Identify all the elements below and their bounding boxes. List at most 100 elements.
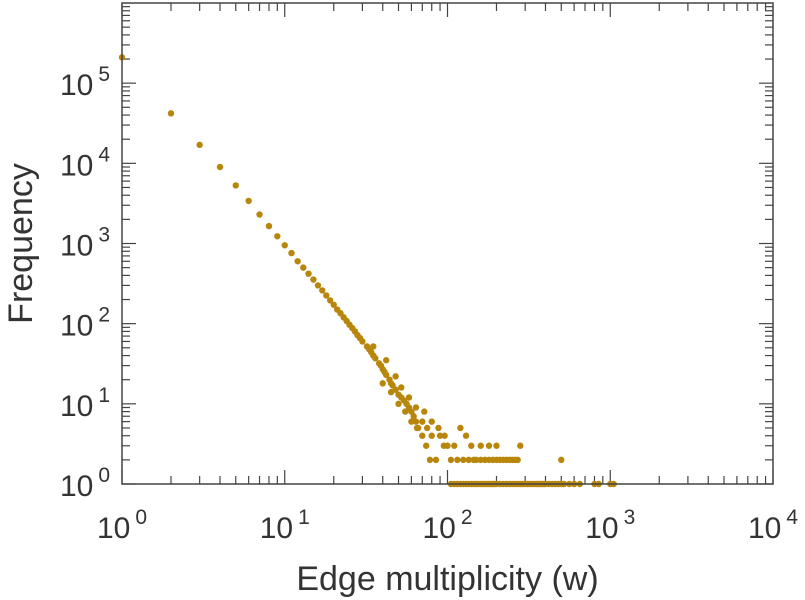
y-tick-label: 10 2 [60,304,110,343]
data-point [379,380,386,387]
data-point [413,424,421,432]
y-tick-label-base: 10 [60,390,93,423]
data-point [314,282,322,289]
data-point [245,197,252,205]
x-axis-title: Edge multiplicity (w) [296,560,598,598]
data-point [408,418,415,425]
data-point [451,442,458,449]
data-point [281,242,288,249]
data-points [118,54,617,488]
data-point [426,456,434,464]
data-point [441,432,448,439]
data-point [493,442,500,449]
x-tick-label: 10 4 [748,506,798,545]
y-tick-label-exponent: 4 [98,143,110,166]
data-point [319,287,326,294]
data-point [514,456,521,464]
data-point [265,222,273,230]
data-point [444,442,451,449]
data-point [517,442,524,449]
y-tick-label-exponent: 2 [98,304,110,327]
data-point [428,418,435,425]
data-point [370,343,377,350]
data-point [428,432,435,439]
x-tick-label: 10 3 [585,506,635,545]
data-point [310,276,317,283]
data-point [412,418,420,425]
data-point [435,424,442,432]
data-point [412,404,420,411]
data-point [558,456,565,464]
y-tick-label: 10 5 [60,63,110,102]
data-point [300,264,307,271]
y-tick-label: 10 1 [60,384,110,423]
data-point [274,233,281,240]
y-tick-label-base: 10 [60,230,93,263]
y-tick-label-exponent: 3 [98,224,110,247]
data-point [447,456,455,464]
x-tick-label-base: 10 [422,512,455,545]
data-point [454,456,461,464]
data-point [468,442,475,449]
data-point [457,424,464,432]
data-point [387,388,395,396]
y-tick-label: 10 3 [60,224,110,263]
data-point [305,270,312,277]
data-point [372,355,379,362]
x-tick-label-exponent: 1 [298,506,310,529]
data-point [392,373,399,380]
data-point [359,338,366,345]
data-point [460,456,467,464]
data-point [419,418,426,425]
data-point [256,211,263,218]
y-tick-label-base: 10 [60,149,93,182]
data-point [485,442,493,449]
y-tick-label-exponent: 0 [98,464,110,487]
x-tick-label-exponent: 2 [461,506,473,529]
data-point [477,442,484,449]
x-tick-label-base: 10 [585,512,618,545]
data-point [216,163,224,171]
plot-frame [121,2,774,485]
x-tick-label-base: 10 [260,512,293,545]
x-tick-label-exponent: 3 [624,506,636,529]
y-axis-title: Frequency [2,163,40,324]
data-point [382,371,390,379]
data-point [405,394,413,401]
data-point [423,442,430,449]
x-tick-label: 10 2 [422,506,472,545]
data-point [196,141,203,149]
x-tick-label: 10 1 [260,506,310,545]
data-point [436,432,444,439]
data-point [421,408,428,415]
x-tick-label: 10 0 [97,506,147,545]
x-tick-label-exponent: 4 [786,506,798,529]
data-point [472,456,480,464]
y-tick-label: 10 0 [60,464,110,503]
data-point [410,413,417,420]
x-tick-label-base: 10 [748,512,781,545]
y-tick-label: 10 4 [60,143,110,182]
y-tick-label-base: 10 [60,470,93,503]
data-point [288,249,295,257]
data-point [432,456,440,464]
tick-labels: 10 0 10 1 10 2 10 3 10 410 010 110 210 310 410 5 [60,63,798,545]
data-point [382,357,390,364]
data-point [402,408,409,415]
y-tick-label-exponent: 1 [98,384,110,407]
data-point [330,301,337,308]
y-tick-label-base: 10 [60,69,93,102]
x-tick-label-base: 10 [97,512,130,545]
axis-ticks [121,3,774,485]
y-tick-label-base: 10 [60,310,93,343]
data-point [232,182,239,189]
data-point [395,400,402,408]
data-point [326,297,334,304]
y-tick-label-exponent: 5 [98,63,110,86]
data-point [167,110,175,117]
data-point [419,432,426,439]
x-tick-label-exponent: 0 [135,506,147,529]
data-point [462,432,470,439]
data-point [398,384,405,391]
